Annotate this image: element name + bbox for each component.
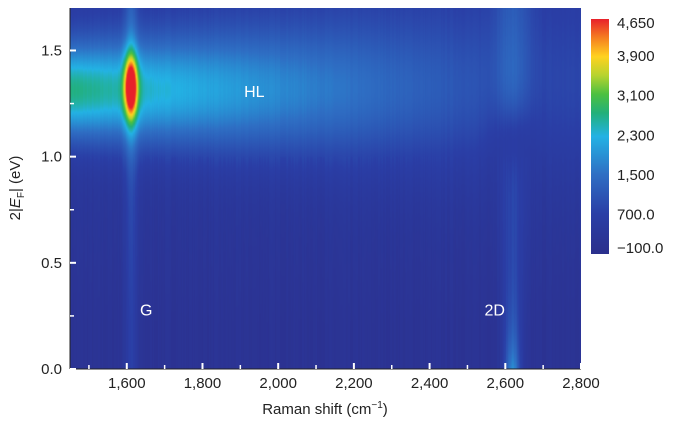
x-tick-label: 1,600	[108, 375, 146, 392]
annotation-label: 2D	[484, 303, 504, 320]
colorbar	[591, 19, 609, 254]
y-axis-ticks: 0.0 0.5 1.0 1.5	[41, 42, 76, 378]
x-tick-label: 2,400	[411, 375, 449, 392]
x-tick-label: 2,200	[335, 375, 373, 392]
x-tick-label: 2,800	[562, 375, 600, 392]
annotation-label: HL	[244, 84, 265, 101]
x-tick-label: 2,000	[259, 375, 297, 392]
colorbar-tick-label: 4,650	[617, 15, 655, 32]
colorbar-tick-label: 2,300	[617, 127, 655, 144]
y-axis-title: 2|EF| (eV)	[7, 156, 27, 221]
colorbar-tick-label: 3,900	[617, 48, 655, 65]
y-tick-label: 0.0	[41, 361, 62, 378]
x-axis-ticks: 1,600 1,800 2,000 2,200 2,400 2,600 2,800	[88, 363, 600, 392]
annotations: HL G 2D	[140, 84, 505, 320]
x-tick-label: 2,600	[487, 375, 525, 392]
x-tick-label: 1,800	[184, 375, 222, 392]
y-tick-label: 1.0	[41, 149, 62, 166]
annotation-label: G	[140, 303, 152, 320]
colorbar-tick-label: −100.0	[617, 240, 663, 257]
y-tick-label: 0.5	[41, 255, 62, 272]
x-axis-title: Raman shift (cm−1)	[262, 400, 388, 418]
colorbar-tick-label: 3,100	[617, 88, 655, 105]
colorbar-ticks: 4,650 3,900 3,100 2,300 1,500 700.0 −100.0	[617, 15, 663, 257]
y-tick-label: 1.5	[41, 42, 62, 59]
heatmap-image	[70, 8, 581, 369]
colorbar-tick-label: 1,500	[617, 167, 655, 184]
colorbar-tick-label: 700.0	[617, 206, 655, 223]
